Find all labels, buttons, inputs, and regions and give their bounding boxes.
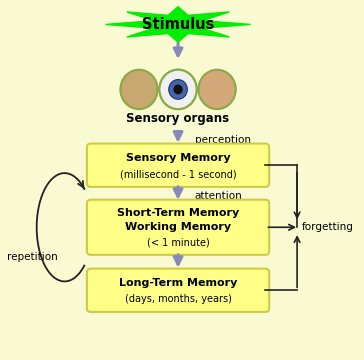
Circle shape [159, 70, 197, 109]
Text: (days, months, years): (days, months, years) [124, 294, 232, 304]
Circle shape [173, 85, 183, 94]
Circle shape [120, 70, 158, 109]
Circle shape [159, 70, 197, 109]
Text: repetition: repetition [7, 252, 58, 262]
Text: Working Memory: Working Memory [125, 222, 231, 232]
Text: (millisecond - 1 second): (millisecond - 1 second) [120, 169, 236, 179]
Text: Short-Term Memory: Short-Term Memory [117, 208, 239, 219]
Text: attention: attention [195, 191, 242, 201]
Text: perception: perception [195, 135, 251, 145]
FancyBboxPatch shape [87, 144, 269, 187]
Text: forgetting: forgetting [302, 222, 353, 232]
Text: Long-Term Memory: Long-Term Memory [119, 278, 237, 288]
Text: Sensory organs: Sensory organs [126, 112, 230, 125]
Text: (< 1 minute): (< 1 minute) [147, 237, 209, 247]
Text: Stimulus: Stimulus [142, 17, 214, 32]
FancyBboxPatch shape [87, 200, 269, 255]
Circle shape [169, 80, 187, 99]
Circle shape [198, 70, 236, 109]
Text: Sensory Memory: Sensory Memory [126, 153, 230, 163]
Polygon shape [106, 7, 250, 42]
FancyBboxPatch shape [87, 269, 269, 312]
